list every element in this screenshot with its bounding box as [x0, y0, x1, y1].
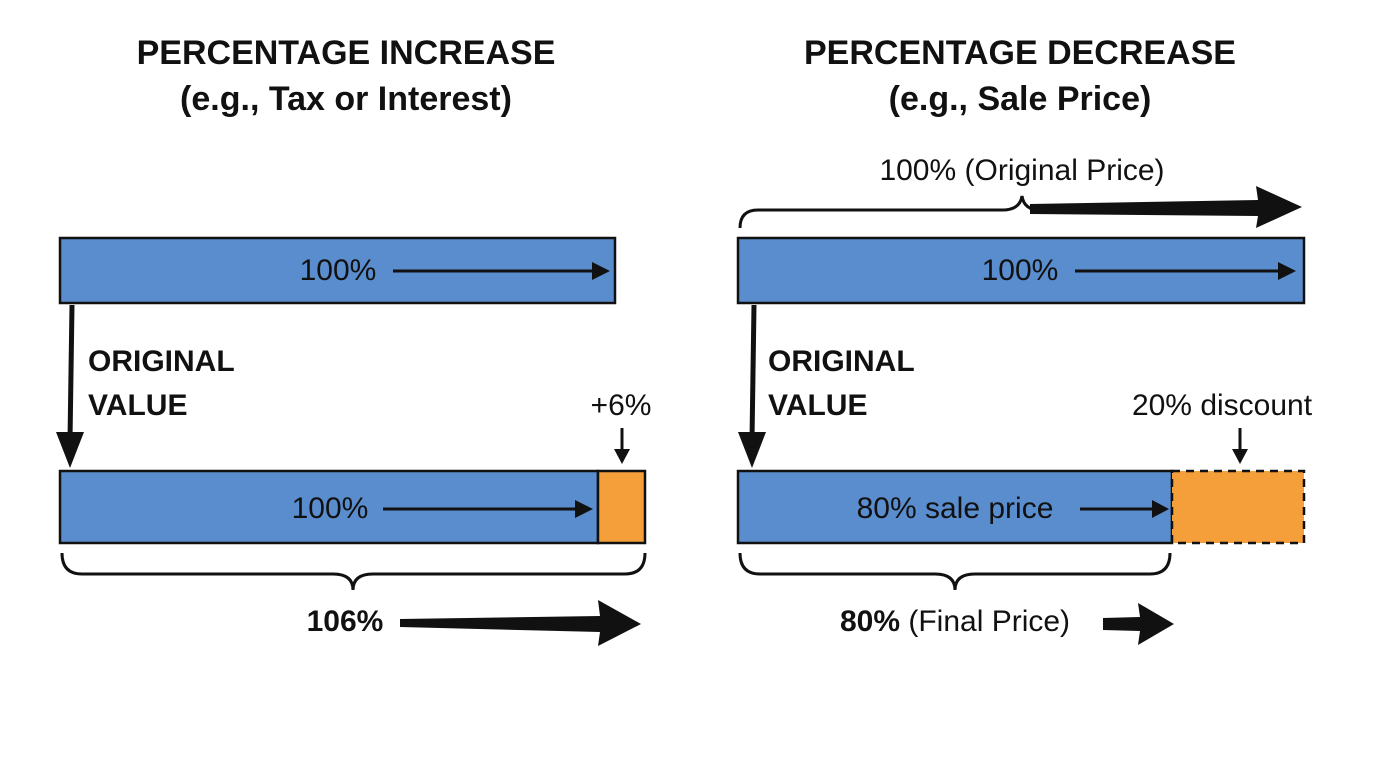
thick-arrow: [1103, 603, 1174, 645]
brace: [738, 195, 1041, 229]
arrow-head: [56, 432, 84, 468]
panel-subtitle: (e.g., Sale Price): [889, 80, 1152, 118]
side-label: ORIGINAL: [768, 345, 915, 378]
increase-panel: PERCENTAGE INCREASE (e.g., Tax or Intere…: [56, 34, 651, 646]
arrow-head: [614, 449, 630, 464]
original-label: 100% (Original Price): [879, 154, 1164, 187]
arrow-head: [1232, 449, 1248, 464]
thick-arrow: [1030, 186, 1302, 228]
arrow-head: [575, 500, 593, 518]
total-note: (Final Price): [908, 605, 1070, 638]
panel-title: PERCENTAGE DECREASE: [804, 34, 1236, 72]
brace: [60, 552, 647, 591]
side-label: ORIGINAL: [88, 345, 235, 378]
increase-label: +6%: [591, 389, 652, 422]
bar-label: 100%: [982, 254, 1059, 287]
panel-subtitle: (e.g., Tax or Interest): [180, 80, 512, 118]
decrease-panel: PERCENTAGE DECREASE (e.g., Sale Price) 1…: [736, 34, 1313, 645]
total-value: 80%: [840, 605, 900, 638]
side-label: VALUE: [88, 389, 187, 422]
panel-title: PERCENTAGE INCREASE: [137, 34, 556, 72]
discount-label: 20% discount: [1132, 389, 1313, 422]
arrow-head: [738, 432, 766, 468]
side-label: VALUE: [768, 389, 867, 422]
discount-segment: [1170, 469, 1306, 545]
arrow-head: [592, 262, 610, 280]
increase-segment: [596, 469, 647, 545]
bar-label: 100%: [292, 492, 369, 525]
arrow: [749, 304, 757, 441]
arrow-head: [1152, 500, 1169, 518]
total-label: 106%: [307, 605, 384, 638]
bar-label: 100%: [300, 254, 377, 287]
arrow-head: [1278, 262, 1296, 280]
brace: [738, 552, 1172, 591]
bar-label: 80% sale price: [857, 492, 1054, 525]
result-bar: [736, 469, 1174, 545]
total-label: 80% (Final Price): [840, 605, 1070, 638]
arrow: [67, 304, 75, 441]
thick-arrow: [400, 600, 641, 646]
result-bar: [58, 469, 600, 545]
